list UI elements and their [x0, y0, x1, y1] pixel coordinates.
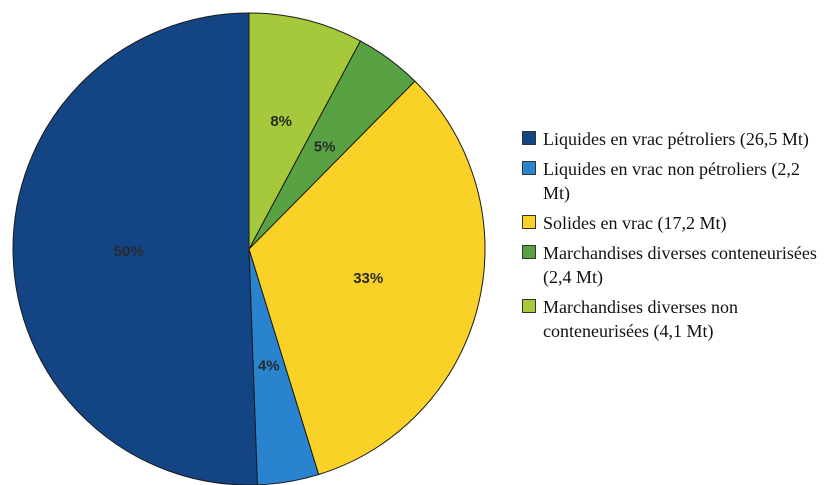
- percent-label: 5%: [314, 138, 336, 155]
- slice-solides: [248, 80, 486, 476]
- legend-label: Liquides en vrac non pétroliers (2,2 Mt): [543, 159, 800, 203]
- legend: Liquides en vrac pétroliers (26,5 Mt) Li…: [522, 127, 822, 349]
- legend-item: Marchandises diverses non conteneurisées…: [522, 295, 822, 343]
- legend-label: Marchandises diverses non conteneurisées…: [543, 297, 738, 341]
- legend-swatch: [522, 131, 536, 145]
- legend-item: Liquides en vrac pétroliers (26,5 Mt): [522, 127, 822, 151]
- legend-swatch: [522, 299, 536, 313]
- legend-item: Liquides en vrac non pétroliers (2,2 Mt): [522, 157, 822, 205]
- percent-label: 8%: [270, 113, 292, 130]
- slice-non-conteneurisees: [248, 12, 362, 250]
- legend-label: Liquides en vrac pétroliers (26,5 Mt): [543, 129, 809, 149]
- slice-petroliers: [12, 12, 258, 485]
- legend-swatch: [522, 161, 536, 175]
- legend-swatch: [522, 215, 536, 229]
- legend-item: Solides en vrac (17,2 Mt): [522, 211, 822, 235]
- legend-swatch: [522, 245, 536, 259]
- pie-slices: [12, 12, 486, 485]
- legend-label: Marchandises diverses conteneurisées (2,…: [543, 243, 817, 287]
- percent-label: 4%: [258, 357, 280, 374]
- legend-item: Marchandises diverses conteneurisées (2,…: [522, 241, 822, 289]
- pie-percent-labels: 50% 4% 33% 5% 8%: [114, 113, 384, 375]
- percent-label: 33%: [353, 270, 383, 287]
- percent-label: 50%: [114, 243, 144, 260]
- legend-label: Solides en vrac (17,2 Mt): [543, 213, 727, 233]
